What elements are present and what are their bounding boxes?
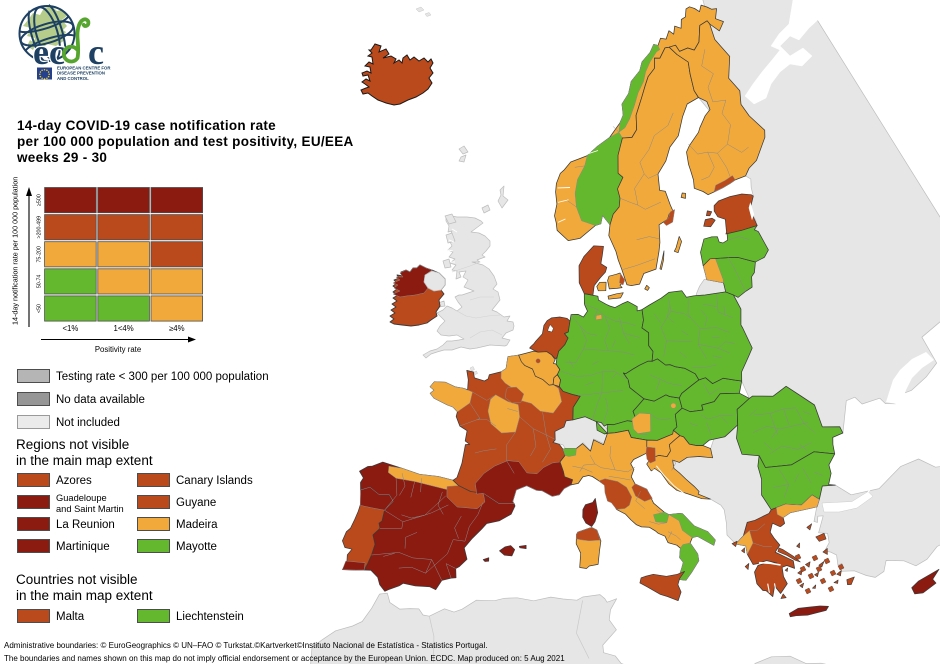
svg-text:14-day notification rate per 1: 14-day notification rate per 100 000 pop… (11, 177, 20, 325)
svg-text:≥4%: ≥4% (169, 324, 185, 333)
svg-text:AND CONTROL: AND CONTROL (57, 76, 89, 81)
svg-text:≥500: ≥500 (37, 194, 43, 206)
svg-text:50-74: 50-74 (37, 275, 43, 289)
svg-text:Positivity rate: Positivity rate (95, 345, 141, 354)
svg-text:75-200: 75-200 (37, 246, 43, 263)
svg-text:DISEASE PREVENTION: DISEASE PREVENTION (57, 71, 105, 76)
svg-text:c: c (88, 32, 104, 72)
svg-text:<50: <50 (37, 304, 43, 313)
svg-text:ec: ec (33, 32, 65, 72)
svg-text:<1%: <1% (62, 324, 78, 333)
svg-text:1<4%: 1<4% (114, 324, 134, 333)
svg-text:EUROPEAN CENTRE FOR: EUROPEAN CENTRE FOR (57, 66, 111, 71)
svg-text:>200-499: >200-499 (37, 216, 43, 239)
